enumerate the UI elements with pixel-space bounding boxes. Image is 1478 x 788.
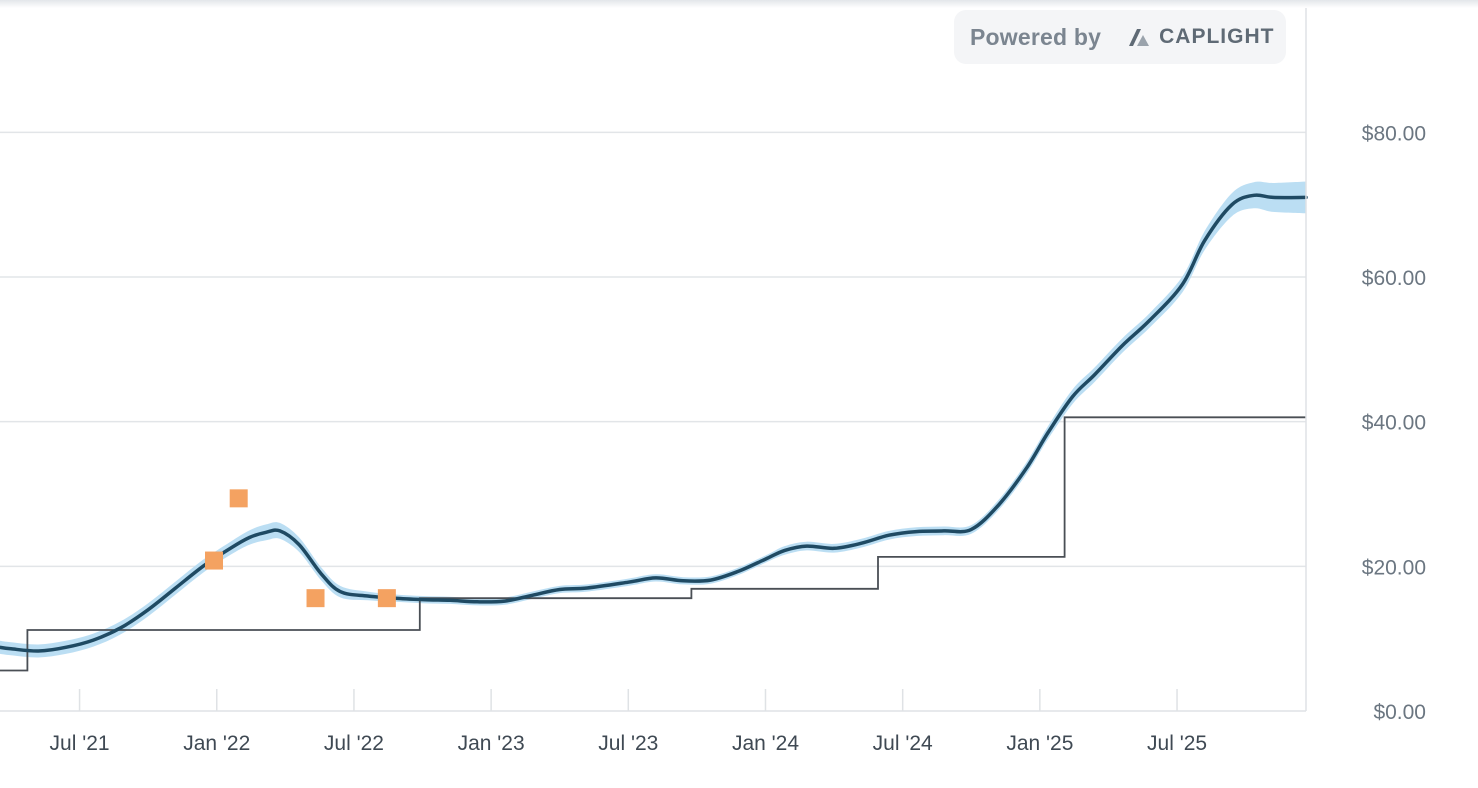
axis-layer: $0.00 $20.00 $40.00 $60.00 $80.00 Jul '21 Jan … <box>0 8 1426 755</box>
trade-marker-2 <box>306 589 325 608</box>
x-tick-label-8: Jul '25 <box>1147 732 1207 755</box>
x-tick-label-5: Jan '24 <box>732 732 799 755</box>
x-tick-label-6: Jul '24 <box>873 732 933 755</box>
grid-layer <box>0 131 1306 568</box>
funding-round-step-line <box>0 416 1306 672</box>
confidence-band <box>0 181 1306 658</box>
trade-marker-1 <box>229 489 248 508</box>
x-tick-label-4: Jul '23 <box>598 732 658 755</box>
price-estimate-line <box>0 193 1308 653</box>
trade-marker-layer <box>205 489 396 608</box>
x-tick-label-3: Jan '23 <box>458 732 525 755</box>
y-tick-label-3: $60.00 <box>1362 267 1426 290</box>
funding-round-step-layer <box>0 416 1306 672</box>
y-tick-label-1: $20.00 <box>1362 556 1426 579</box>
y-tick-label-0: $0.00 <box>1373 701 1426 724</box>
price-line-layer <box>0 193 1308 653</box>
confidence-band-layer <box>0 181 1306 658</box>
trade-marker-0 <box>205 551 224 570</box>
y-tick-label-2: $40.00 <box>1362 412 1426 435</box>
y-tick-label-4: $80.00 <box>1362 122 1426 145</box>
x-tick-label-2: Jul '22 <box>324 732 384 755</box>
powered-by-badge[interactable]: Powered by CAPLIGHT <box>954 10 1286 64</box>
trade-marker-3 <box>377 589 396 608</box>
top-shadow <box>0 0 1478 8</box>
x-tick-label-1: Jan '22 <box>183 732 250 755</box>
powered-by-label: Powered by <box>970 23 1102 50</box>
caplight-brand[interactable]: CAPLIGHT <box>1127 25 1274 49</box>
x-tick-label-7: Jan '25 <box>1006 732 1073 755</box>
caplight-brand-name: CAPLIGHT <box>1159 25 1275 48</box>
caplight-logo-icon <box>1129 29 1150 46</box>
x-tick-label-0: Jul '21 <box>50 732 110 755</box>
